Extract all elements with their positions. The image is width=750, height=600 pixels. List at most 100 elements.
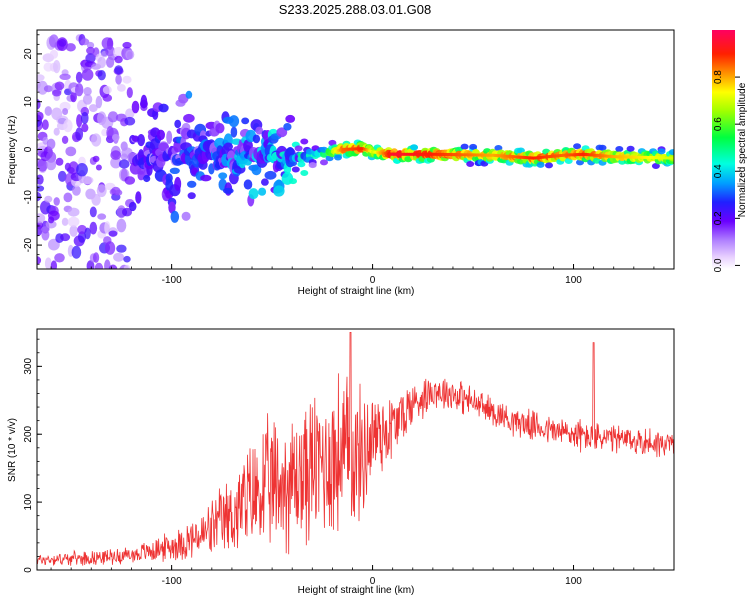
snr-x-label: Height of straight line (km) [298, 585, 415, 596]
spectrogram-cell-553 [320, 159, 328, 166]
spectrogram-cell-513 [283, 123, 292, 131]
spectrogram-cell-181 [102, 85, 112, 95]
spectrogram-cell-319 [174, 176, 182, 191]
spectrogram-cell-79 [66, 268, 70, 269]
spectrogram-cell-121 [81, 123, 89, 133]
spectrogram-cell-58 [54, 272, 65, 280]
spectrogram-cell-196 [110, 157, 122, 169]
colorbar-gradient [712, 30, 735, 269]
spectrogram-cell-93 [68, 161, 79, 175]
spectrogram-cell-56 [54, 81, 65, 91]
spectrogram-cell-156 [95, 164, 102, 171]
spectrogram-cell-230 [123, 264, 131, 269]
spectrogram-cell-8 [37, 174, 44, 185]
spectrogram-cell-820 [573, 143, 582, 150]
spectrogram-cell-566 [334, 154, 342, 161]
spectrogram-y-tick-label-1: -10 [23, 190, 34, 205]
colorbar-ticks: 0.0 0.2 0.4 0.6 0.8 [713, 70, 740, 272]
spectrogram-cell-461 [252, 134, 261, 144]
spectrogram-cell-412 [223, 142, 233, 151]
spectrogram-cell-317 [170, 210, 180, 223]
spectrogram-cell-54 [53, 127, 60, 136]
spectrogram-y-tick-label-3: 10 [23, 96, 34, 108]
spectrogram-cell-133 [86, 41, 95, 49]
spectrogram-cell-202 [111, 134, 120, 141]
spectrogram-cell-5 [37, 191, 42, 202]
spectrogram-cell-222 [118, 159, 130, 169]
spectrogram-cell-476 [261, 178, 269, 186]
spectrogram-cell-108 [75, 83, 84, 97]
spectrogram-cell-95 [67, 216, 80, 227]
snr-y-ticks: 0 100 200 300 [23, 338, 42, 573]
colorbar-tick-label-1: 0.2 [713, 211, 724, 225]
spectrogram-cell-402 [218, 172, 228, 180]
spectrogram-cell-129 [81, 68, 94, 81]
spectrogram-cell-208 [113, 252, 125, 262]
spectrogram-cell-61 [55, 157, 64, 166]
spectrogram-cell-24 [42, 136, 49, 145]
spectrogram-cell-10 [37, 111, 44, 121]
spectrogram-y-tick-label-0: -20 [23, 237, 34, 252]
spectrogram-cell-236 [125, 108, 135, 119]
spectrogram-cell-28 [44, 195, 53, 203]
spectrogram-y-ticks: -20 -10 0 10 20 [23, 34, 42, 265]
spectrogram-cell-155 [96, 274, 102, 281]
spectrogram-cell-262 [139, 99, 148, 109]
spectrogram-cell-249 [135, 191, 142, 204]
spectrogram-cell-244 [131, 100, 140, 114]
spectrogram-cell-535 [300, 170, 309, 176]
spectrogram-ridge-cell-1136 [671, 156, 674, 160]
spectrogram-cell-174 [101, 128, 108, 137]
spectrogram-cell-183 [105, 241, 116, 255]
spectrogram-cell-877 [626, 145, 635, 152]
spectrogram-cell-75 [62, 108, 69, 115]
colorbar-label: Normalized spectral amplitude [737, 82, 748, 217]
spectrogram-x-tick-label-0: -100 [162, 275, 182, 286]
spectrogram-cell-30 [43, 85, 53, 93]
spectrogram-cell-94 [70, 91, 77, 103]
spectrogram-cell-126 [82, 94, 93, 105]
spectrogram-cell-91 [67, 207, 80, 217]
spectrogram-cell-438 [241, 117, 250, 125]
spectrogram-cell-864 [615, 146, 624, 152]
spectrogram-cell-647 [410, 144, 418, 151]
snr-x-ticks: -100 0 100 [50, 565, 675, 587]
spectrogram-cell-92 [69, 225, 78, 237]
spectrogram-cell-526 [291, 166, 300, 173]
spectrogram-cell-206 [114, 55, 123, 64]
chart-title: S233.2025.288.03.01.G08 [279, 2, 432, 17]
snr-x-tick-label-1: 0 [370, 576, 376, 587]
spectrogram-cell-62 [55, 271, 64, 280]
spectrogram-cell-85 [65, 146, 77, 157]
spectrogram-cell-69 [58, 39, 67, 47]
spectrogram-cell-231 [126, 87, 133, 99]
spectrogram-cell-171 [100, 275, 109, 284]
spectrogram-cell-710 [469, 143, 478, 150]
spectrogram-cell-235 [125, 49, 135, 60]
snr-series-line [37, 331, 674, 566]
spectrogram-cell-88 [65, 43, 76, 52]
spectrogram-cell-141 [89, 221, 98, 235]
spectrogram-cell-134 [86, 260, 95, 269]
spectrogram-cell-204 [113, 46, 125, 59]
colorbar-tick-label-0: 0.0 [713, 258, 724, 272]
colorbar-tick-label-4: 0.8 [713, 70, 724, 84]
snr-x-tick-label-0: -100 [162, 576, 182, 587]
snr-frame [36, 328, 675, 571]
spectrogram-cell-707 [466, 161, 475, 167]
spectrogram-cell-161 [97, 56, 106, 69]
spectrogram-cell-226 [123, 255, 131, 263]
spectrogram-cell-119 [80, 277, 90, 289]
spectrogram-x-ticks: -100 0 100 [50, 264, 675, 286]
spectrogram-cell-790 [545, 162, 553, 169]
spectrogram-cell-290 [156, 129, 165, 141]
spectrogram-cell-143 [88, 104, 98, 113]
spectrogram-cell-68 [58, 170, 67, 182]
spectrogram-cell-523 [289, 178, 297, 185]
spectrogram-cell-213 [117, 84, 126, 92]
spectrogram-cell-53 [53, 197, 60, 206]
spectrogram-cell-393 [214, 137, 226, 149]
spectrogram-cell-151 [93, 252, 100, 263]
spectrogram-cell-502 [273, 185, 285, 197]
spectrogram-cell-63 [57, 281, 68, 292]
